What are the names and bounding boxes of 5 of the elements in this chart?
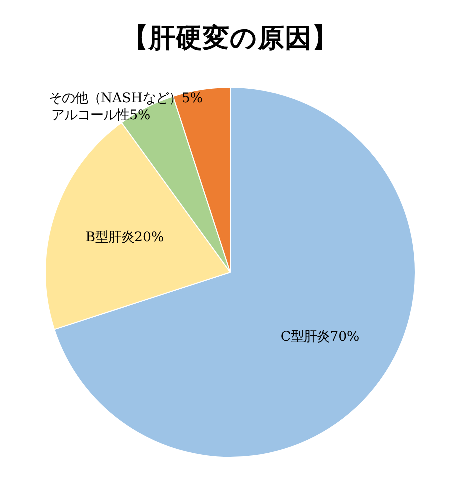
slice-label: C型肝炎70% bbox=[280, 330, 360, 346]
slice-label: アルコール性5% bbox=[52, 108, 151, 124]
slice-label: その他（NASHなど）5% bbox=[48, 91, 204, 106]
slice-label: B型肝炎20% bbox=[86, 230, 164, 246]
chart-title: 【肝硬変の原因】 bbox=[122, 23, 339, 54]
